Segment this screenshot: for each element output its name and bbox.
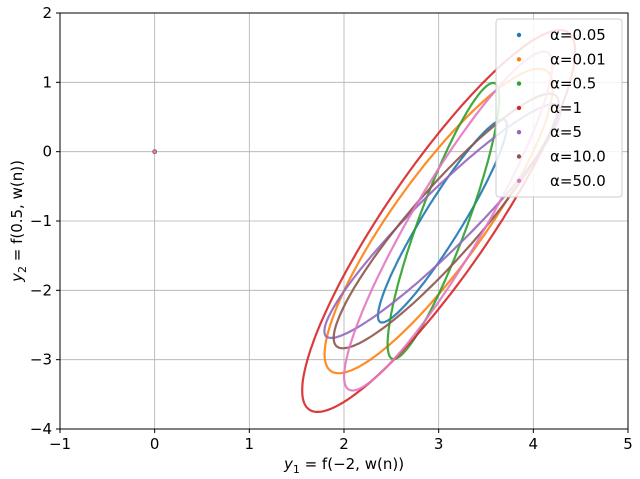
y-tick-label: −4: [30, 420, 52, 438]
legend-marker-6: [516, 178, 522, 183]
y-tick-label: 0: [42, 143, 52, 161]
origin-point: [152, 149, 158, 155]
x-tick-label: 5: [623, 435, 633, 453]
x-axis-label: y1 = f(−2, w(n)): [283, 455, 404, 476]
legend-label-5: α=10.0: [550, 148, 606, 166]
legend-label-2: α=0.5: [550, 75, 596, 93]
legend-marker-3: [516, 105, 522, 111]
series-curve-0: [376, 118, 508, 324]
tick-labels: −1 0 1 2 3 4 5 −4 −3 −2 −1 0 1 2: [30, 4, 633, 453]
x-tick-label: 2: [339, 435, 349, 453]
y-tick-label: −3: [30, 351, 52, 369]
legend-label-0: α=0.05: [550, 26, 606, 44]
x-tick-label: −1: [49, 435, 71, 453]
legend-marker-2: [516, 81, 522, 86]
legend-label-1: α=0.01: [550, 50, 606, 68]
legend-label-6: α=50.0: [550, 172, 606, 190]
x-tick-label: 4: [529, 435, 539, 453]
x-tick-label: 1: [245, 435, 255, 453]
legend-label-4: α=5: [550, 123, 582, 141]
legend-box: [495, 18, 623, 198]
origin-point-group: [152, 149, 158, 155]
y-tick-label: 1: [42, 73, 52, 91]
x-tick-label: 0: [150, 435, 160, 453]
legend-marker-4: [516, 130, 522, 135]
legend: α=0.05 α=0.01 α=0.5 α=1 α=5 α=10.0 α=50.0: [495, 18, 623, 198]
y-tick-label: −1: [30, 212, 52, 230]
x-tick-label: 3: [434, 435, 444, 453]
legend-label-3: α=1: [550, 99, 582, 117]
legend-marker-0: [516, 32, 522, 38]
legend-marker-5: [516, 154, 522, 159]
y-tick-label: 2: [42, 4, 52, 22]
y-tick-label: −2: [30, 281, 52, 299]
legend-marker-1: [516, 57, 522, 62]
y-axis-label: y2 = f(0.5, w(n)): [8, 160, 29, 283]
